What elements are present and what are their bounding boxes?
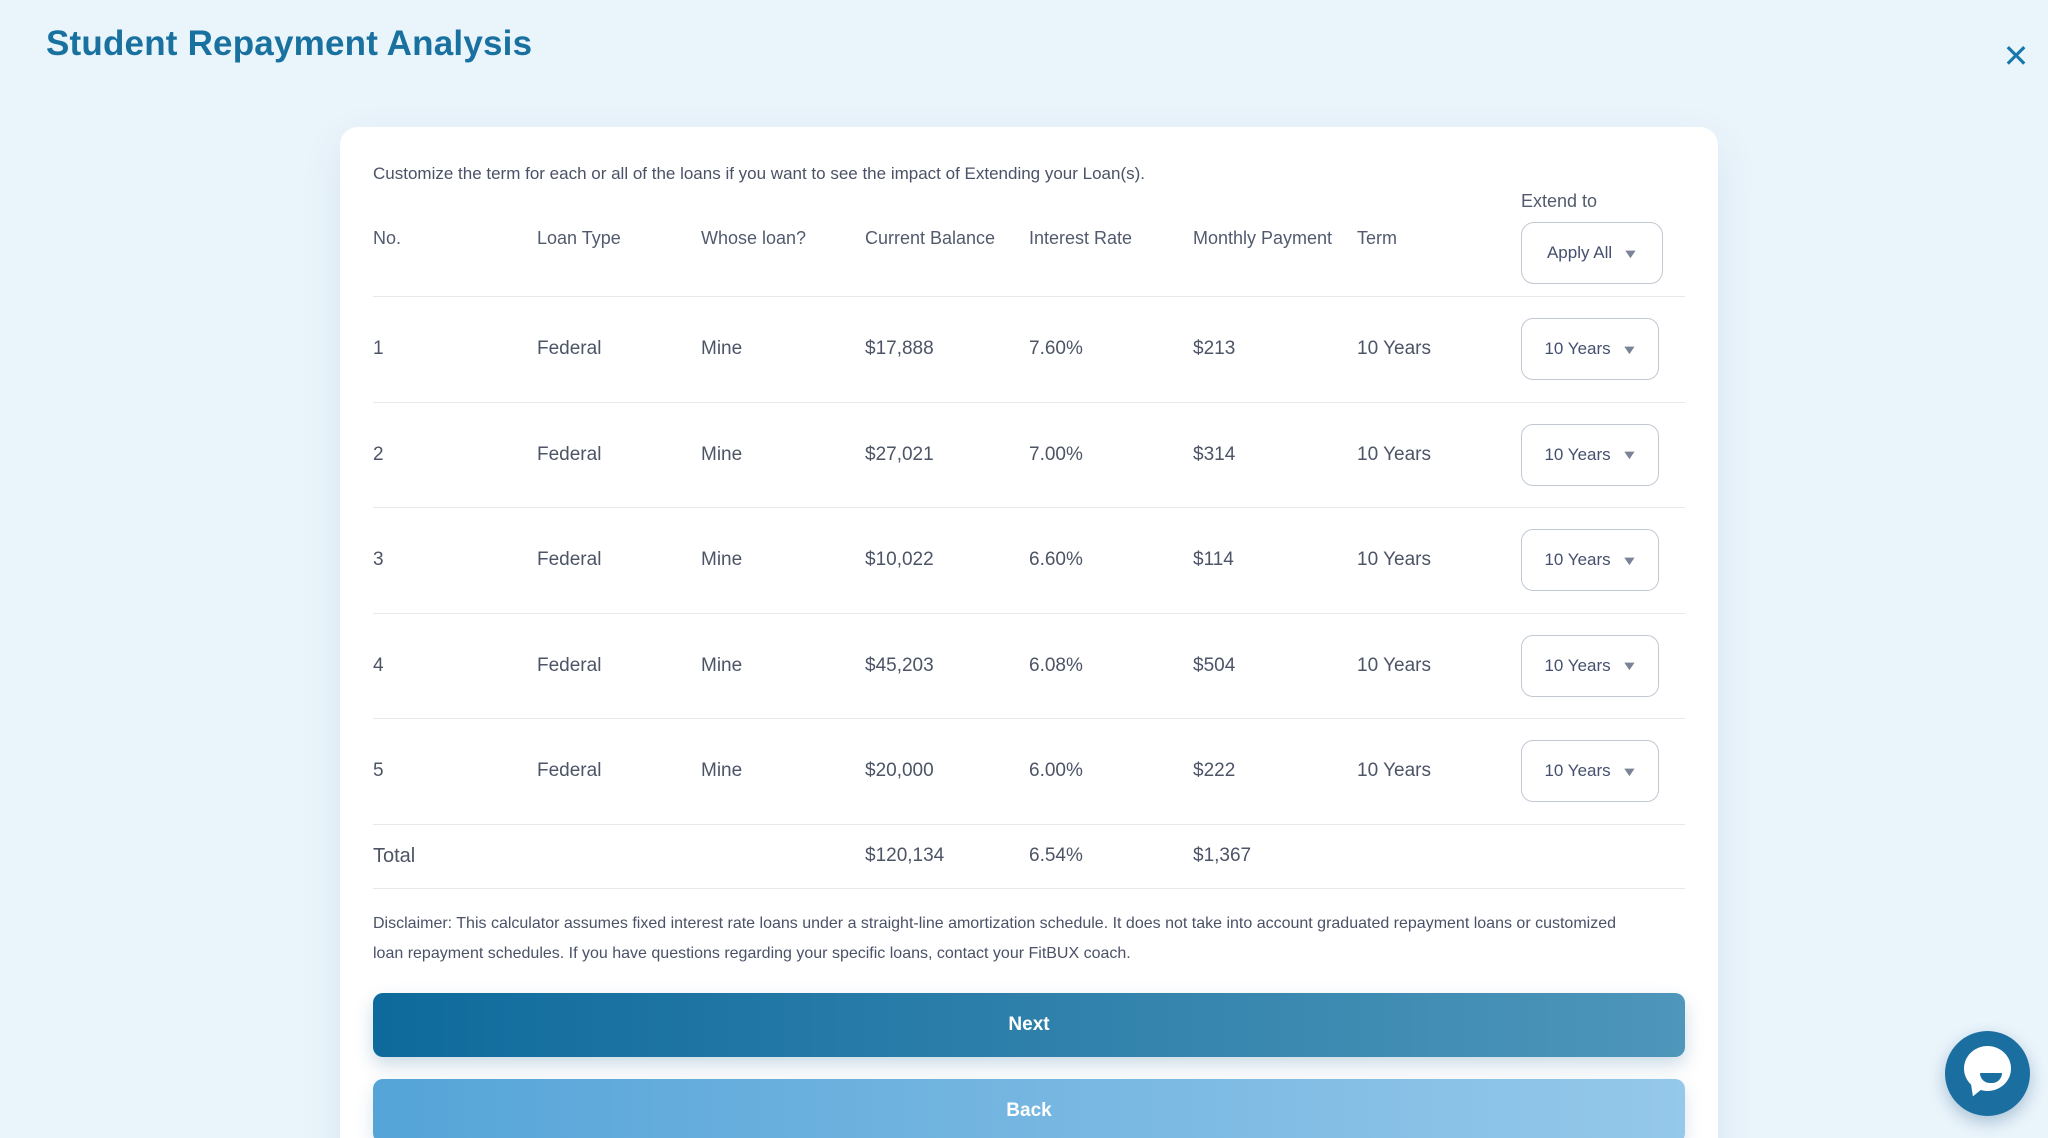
loan-table-body: 1 Federal Mine $17,888 7.60% $213 10 Yea… — [373, 297, 1685, 825]
loan-table-row: 1 Federal Mine $17,888 7.60% $213 10 Yea… — [373, 297, 1685, 403]
cell-extend-to: 10 Years ▼ — [1521, 423, 1685, 486]
apply-all-dropdown[interactable]: Apply All ▼ — [1521, 222, 1663, 284]
cell-extend-to: 10 Years ▼ — [1521, 740, 1685, 803]
chat-launcher-button[interactable] — [1945, 1031, 2030, 1116]
extend-term-dropdown[interactable]: 10 Years ▼ — [1521, 634, 1659, 697]
cell-term: 10 Years — [1357, 549, 1431, 571]
cell-no: 3 — [373, 549, 384, 571]
loan-table-header: No. Loan Type Whose loan? Current Balanc… — [373, 191, 1685, 297]
extend-term-dropdown[interactable]: 10 Years ▼ — [1521, 423, 1659, 486]
chat-bubble-icon — [1964, 1046, 2011, 1091]
column-header-monthly-payment: Monthly Payment — [1193, 227, 1333, 248]
cell-monthly-payment: $504 — [1193, 654, 1236, 676]
cell-term: 10 Years — [1357, 760, 1431, 782]
cell-extend-to: 10 Years ▼ — [1521, 634, 1685, 697]
cell-whose-loan: Mine — [701, 760, 743, 782]
cell-interest-rate: 6.60% — [1029, 549, 1083, 571]
chevron-down-icon: ▼ — [1620, 658, 1638, 674]
total-interest-rate: 6.54% — [1029, 845, 1083, 866]
cell-current-balance: $17,888 — [865, 338, 934, 360]
chevron-down-icon: ▼ — [1620, 341, 1638, 357]
close-icon[interactable]: ✕ — [1994, 34, 2038, 78]
chevron-down-icon: ▼ — [1621, 245, 1640, 261]
disclaimer-text: Disclaimer: This calculator assumes fixe… — [373, 914, 1617, 962]
next-button[interactable]: Next — [373, 992, 1685, 1057]
smile-icon — [1980, 1073, 2002, 1083]
total-row: Total $120,134 6.54% $1,367 — [373, 825, 1685, 889]
cell-whose-loan: Mine — [701, 549, 743, 571]
column-header-term: Term — [1357, 227, 1397, 248]
loan-table-row: 5 Federal Mine $20,000 6.00% $222 10 Yea… — [373, 719, 1685, 825]
column-header-current-balance: Current Balance — [865, 227, 996, 248]
column-header-no: No. — [373, 227, 402, 248]
extend-term-dropdown-value: 10 Years — [1544, 444, 1611, 464]
cell-current-balance: $45,203 — [865, 654, 934, 676]
back-button[interactable]: Back — [373, 1078, 1685, 1138]
column-header-whose-loan: Whose loan? — [701, 227, 807, 248]
extend-to-column: Extend to Apply All ▼ — [1521, 191, 1685, 284]
cell-interest-rate: 6.08% — [1029, 654, 1083, 676]
cell-current-balance: $20,000 — [865, 760, 934, 782]
cell-extend-to: 10 Years ▼ — [1521, 529, 1685, 592]
page-title: Student Repayment Analysis — [46, 24, 533, 63]
cell-loan-type: Federal — [537, 654, 602, 676]
cell-loan-type: Federal — [537, 443, 602, 465]
extend-term-dropdown-value: 10 Years — [1544, 655, 1611, 675]
cell-term: 10 Years — [1357, 443, 1431, 465]
extend-term-dropdown-value: 10 Years — [1544, 339, 1611, 359]
cell-interest-rate: 6.00% — [1029, 760, 1083, 782]
cell-current-balance: $27,021 — [865, 443, 934, 465]
cell-no: 1 — [373, 338, 384, 360]
cell-no: 4 — [373, 654, 384, 676]
cell-whose-loan: Mine — [701, 338, 743, 360]
total-label: Total — [373, 844, 416, 867]
cell-term: 10 Years — [1357, 338, 1431, 360]
cell-monthly-payment: $114 — [1193, 549, 1234, 571]
loan-table-row: 2 Federal Mine $27,021 7.00% $314 10 Yea… — [373, 403, 1685, 508]
cell-whose-loan: Mine — [701, 443, 743, 465]
cell-loan-type: Federal — [537, 338, 602, 360]
column-header-loan-type: Loan Type — [537, 227, 621, 248]
cell-monthly-payment: $213 — [1193, 338, 1236, 360]
loan-table-row: 4 Federal Mine $45,203 6.08% $504 10 Yea… — [373, 614, 1685, 719]
cell-monthly-payment: $314 — [1193, 443, 1236, 465]
cell-interest-rate: 7.00% — [1029, 443, 1083, 465]
total-monthly-payment: $1,367 — [1193, 845, 1252, 866]
chevron-down-icon: ▼ — [1620, 763, 1638, 779]
cell-monthly-payment: $222 — [1193, 760, 1236, 782]
cell-no: 2 — [373, 443, 384, 465]
loan-table-row: 3 Federal Mine $10,022 6.60% $114 10 Yea… — [373, 508, 1685, 614]
extend-term-dropdown-value: 10 Years — [1544, 761, 1611, 781]
intro-text: Customize the term for each or all of th… — [373, 164, 1146, 183]
extend-term-dropdown[interactable]: 10 Years ▼ — [1521, 529, 1659, 592]
cell-term: 10 Years — [1357, 654, 1431, 676]
cell-current-balance: $10,022 — [865, 549, 934, 571]
cell-loan-type: Federal — [537, 760, 602, 782]
cell-no: 5 — [373, 760, 384, 782]
repayment-analysis-modal: Customize the term for each or all of th… — [340, 127, 1718, 1138]
chevron-down-icon: ▼ — [1620, 552, 1638, 568]
extend-to-label: Extend to — [1521, 191, 1598, 211]
extend-term-dropdown-value: 10 Years — [1544, 550, 1611, 570]
extend-term-dropdown[interactable]: 10 Years ▼ — [1521, 740, 1659, 803]
apply-all-dropdown-value: Apply All — [1546, 243, 1613, 262]
cell-extend-to: 10 Years ▼ — [1521, 318, 1685, 381]
cell-whose-loan: Mine — [701, 654, 743, 676]
extend-term-dropdown[interactable]: 10 Years ▼ — [1521, 318, 1659, 381]
total-current-balance: $120,134 — [865, 845, 945, 866]
cell-loan-type: Federal — [537, 549, 602, 571]
chevron-down-icon: ▼ — [1620, 447, 1638, 463]
column-header-interest-rate: Interest Rate — [1029, 227, 1133, 248]
cell-interest-rate: 7.60% — [1029, 338, 1083, 360]
